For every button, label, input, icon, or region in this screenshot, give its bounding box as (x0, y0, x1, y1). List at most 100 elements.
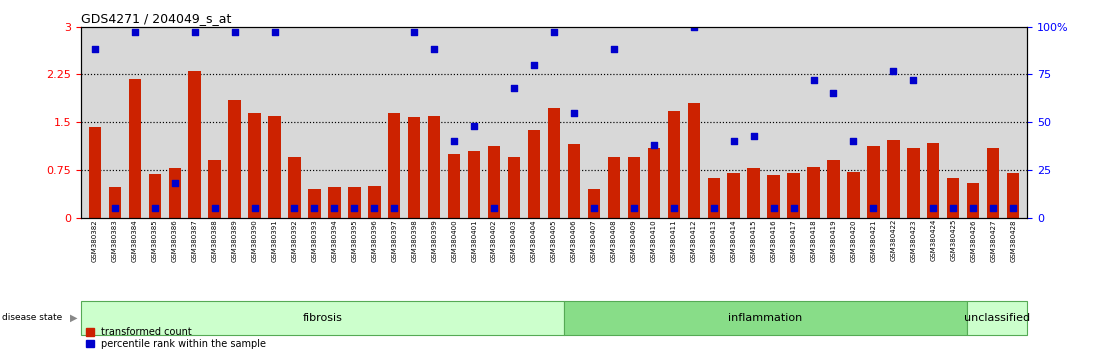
Bar (808, 167, 820, 218)
Bar (148, 175, 161, 218)
Point (425, 47, 443, 52)
Bar (248, 113, 260, 218)
Point (246, 205, 264, 211)
Bar (828, 160, 840, 218)
Point (286, 205, 304, 211)
Bar (448, 154, 461, 218)
Bar (728, 173, 740, 218)
Point (784, 205, 802, 211)
Bar (348, 187, 360, 218)
Bar (468, 151, 481, 218)
Point (445, 138, 463, 144)
Point (226, 29, 244, 35)
Point (306, 205, 324, 211)
Bar (947, 178, 960, 218)
Point (944, 205, 962, 211)
Bar (768, 175, 780, 218)
Point (585, 205, 603, 211)
Bar (848, 172, 860, 218)
Point (924, 205, 942, 211)
Bar (488, 146, 501, 218)
Point (166, 181, 184, 186)
Bar (288, 157, 300, 218)
Point (725, 138, 742, 144)
Bar (967, 183, 979, 218)
Bar (688, 103, 700, 218)
Bar (587, 189, 601, 218)
Bar (708, 178, 720, 218)
Text: fibrosis: fibrosis (302, 313, 342, 323)
Bar (868, 146, 880, 218)
Point (804, 77, 822, 83)
Legend: transformed count, percentile rank within the sample: transformed count, percentile rank withi… (85, 327, 266, 349)
Point (964, 205, 982, 211)
Point (525, 62, 543, 68)
Point (86, 47, 104, 52)
Point (565, 110, 583, 115)
Bar (188, 71, 201, 218)
Point (406, 29, 423, 35)
Point (465, 123, 483, 129)
Point (884, 68, 902, 73)
Point (645, 142, 663, 148)
Bar (168, 168, 181, 218)
Point (346, 205, 363, 211)
Point (765, 205, 782, 211)
Bar (428, 116, 440, 218)
Bar (368, 186, 380, 218)
Bar (388, 113, 400, 218)
Text: disease state: disease state (2, 313, 62, 322)
Point (545, 29, 563, 35)
Point (146, 205, 164, 211)
Bar (627, 157, 640, 218)
Point (605, 47, 623, 52)
Bar (208, 160, 220, 218)
Point (126, 29, 144, 35)
Bar (987, 148, 999, 218)
Text: GDS4271 / 204049_s_at: GDS4271 / 204049_s_at (81, 12, 232, 25)
Bar (647, 148, 660, 218)
Point (705, 205, 722, 211)
Point (685, 24, 702, 29)
Bar (668, 111, 680, 218)
Bar (228, 100, 240, 218)
Bar (567, 144, 581, 218)
Point (844, 138, 862, 144)
Bar (109, 187, 121, 218)
Bar (607, 157, 620, 218)
Bar (907, 148, 920, 218)
Bar (129, 79, 141, 218)
Text: unclassified: unclassified (964, 313, 1030, 323)
Point (904, 77, 922, 83)
Point (366, 205, 383, 211)
Text: ▶: ▶ (70, 313, 78, 323)
Bar (1007, 173, 1019, 218)
Point (665, 205, 683, 211)
Point (984, 205, 1002, 211)
Bar (328, 187, 340, 218)
Bar (507, 157, 521, 218)
Bar (527, 130, 541, 218)
Point (266, 29, 284, 35)
Point (1004, 205, 1022, 211)
Bar (547, 108, 561, 218)
Text: inflammation: inflammation (728, 313, 802, 323)
Point (864, 205, 882, 211)
Point (386, 205, 403, 211)
Bar (89, 127, 101, 218)
Bar (408, 117, 420, 218)
Bar (788, 173, 800, 218)
Bar (268, 116, 280, 218)
Point (824, 91, 842, 96)
Bar (927, 143, 940, 218)
Point (326, 205, 343, 211)
Point (745, 133, 762, 138)
Point (625, 205, 643, 211)
Point (186, 29, 204, 35)
Point (505, 85, 523, 91)
Point (485, 205, 503, 211)
Bar (748, 168, 760, 218)
Bar (888, 140, 900, 218)
Point (206, 205, 224, 211)
Bar (308, 189, 320, 218)
